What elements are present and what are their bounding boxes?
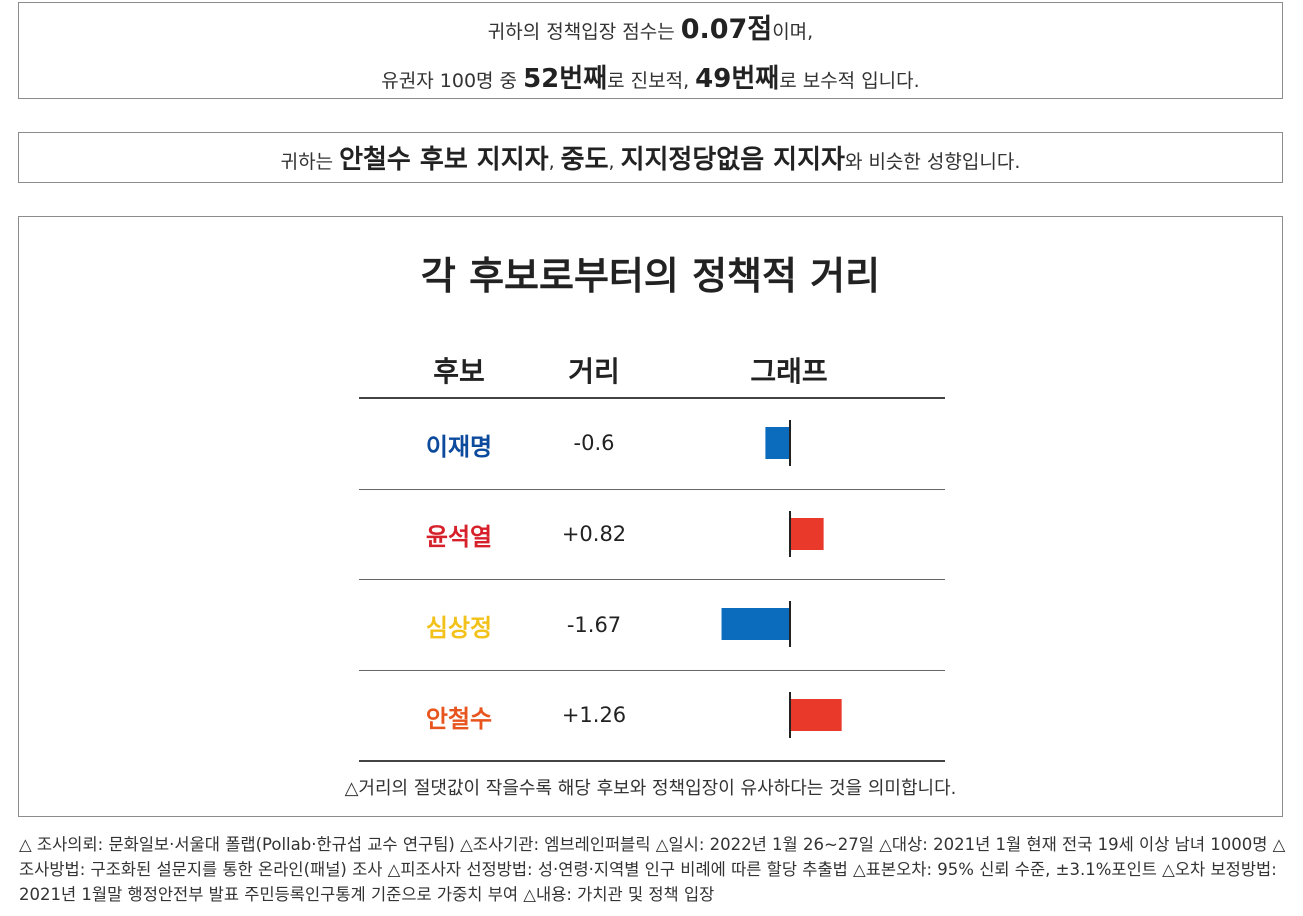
rank-text-prefix: 유권자 100명 중 — [381, 70, 524, 92]
score-value: 0.07점 — [680, 14, 773, 45]
progressive-rank: 52번째 — [523, 64, 608, 94]
distance-value: +1.26 — [561, 703, 627, 727]
similar-prefix: 귀하는 — [280, 151, 340, 173]
distance-value: -1.67 — [566, 613, 622, 637]
header-graph: 그래프 — [750, 355, 828, 388]
distance-graph — [721, 420, 842, 738]
candidate-name: 윤석열 — [425, 523, 493, 551]
separator: , — [608, 151, 621, 173]
separator: , — [548, 151, 561, 173]
header-distance: 거리 — [568, 355, 620, 388]
distance-chart-box: 각 후보로부터의 정책적 거리 후보 거리 그래프 이재명 윤석열 심상정 안철… — [18, 216, 1283, 817]
candidate-name: 심상정 — [425, 614, 493, 642]
row-divider — [359, 670, 945, 671]
conservative-rank: 49번째 — [695, 64, 780, 94]
similar-group-3: 지지정당없음 지지자 — [620, 145, 845, 175]
similar-line: 귀하는 안철수 후보 지지자, 중도, 지지정당없음 지지자와 비슷한 성향입니… — [19, 139, 1282, 176]
similar-group-1: 안철수 후보 지지자 — [339, 145, 549, 175]
distance-bar — [790, 518, 824, 550]
score-text-prefix: 귀하의 정책입장 점수는 — [487, 21, 681, 43]
rank-text-suffix: 로 보수적 입니다. — [779, 70, 920, 92]
similar-suffix: 와 비슷한 성향입니다. — [844, 151, 1021, 173]
header-candidate: 후보 — [433, 355, 485, 388]
rank-line: 유권자 100명 중 52번째로 진보적, 49번째로 보수적 입니다. — [19, 58, 1282, 95]
row-divider — [359, 579, 945, 580]
candidate-name: 이재명 — [425, 433, 493, 461]
distance-bar — [790, 699, 842, 731]
table-bottom-rule — [359, 760, 945, 762]
distance-bar — [721, 608, 790, 640]
distance-value: -0.6 — [573, 431, 615, 455]
similar-group-2: 중도 — [560, 145, 609, 175]
score-line: 귀하의 정책입장 점수는 0.07점이며, — [19, 7, 1282, 46]
distance-bar — [765, 427, 790, 459]
table-top-rule — [359, 397, 945, 399]
survey-info-footer: △ 조사의뢰: 문화일보·서울대 폴랩(Pollab·한규섭 교수 연구팀) △… — [19, 835, 1286, 904]
chart-title: 각 후보로부터의 정책적 거리 — [420, 254, 881, 298]
distance-value: +0.82 — [561, 522, 627, 546]
row-divider — [359, 489, 945, 490]
rank-text-mid: 로 진보적, — [607, 70, 696, 92]
candidate-name: 안철수 — [425, 705, 493, 733]
similar-group-box: 귀하는 안철수 후보 지지자, 중도, 지지정당없음 지지자와 비슷한 성향입니… — [18, 132, 1283, 183]
chart-note: △거리의 절댓값이 작을수록 해당 후보와 정책입장이 유사하다는 것을 의미합… — [344, 778, 957, 799]
score-summary-box: 귀하의 정책입장 점수는 0.07점이며, 유권자 100명 중 52번째로 진… — [18, 2, 1283, 99]
score-text-suffix: 이며, — [772, 21, 814, 43]
